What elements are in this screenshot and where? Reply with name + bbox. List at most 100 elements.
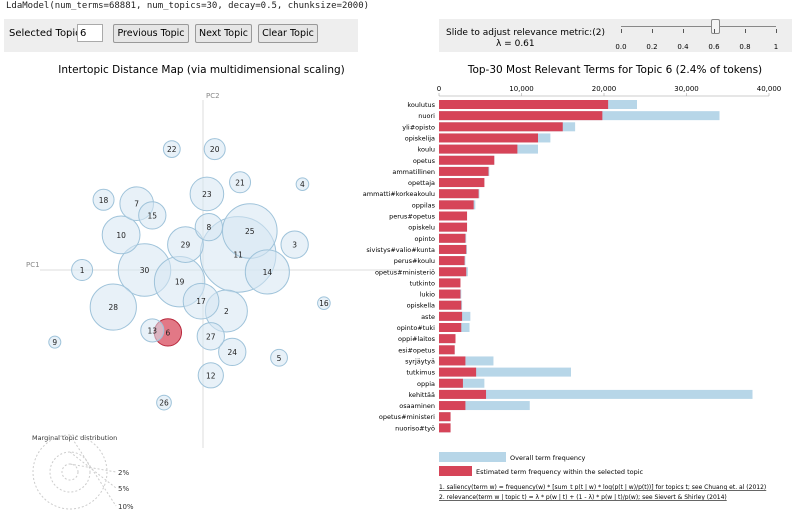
- topic-frequency-bar[interactable]: [439, 378, 463, 388]
- term-label[interactable]: koulutus: [407, 101, 435, 109]
- topic-frequency-bar[interactable]: [439, 367, 477, 377]
- relevance-slider-thumb[interactable]: [711, 19, 721, 34]
- topic-bubble-21[interactable]: [229, 171, 252, 194]
- overall-frequency-bar[interactable]: [439, 211, 468, 221]
- relevance-slider-track[interactable]: [621, 26, 776, 27]
- topic-bubble-27[interactable]: [196, 322, 225, 351]
- overall-frequency-bar[interactable]: [439, 356, 494, 366]
- topic-bubble-24[interactable]: [218, 337, 247, 367]
- overall-frequency-bar[interactable]: [439, 412, 451, 422]
- term-label[interactable]: oppi#laitos: [398, 335, 436, 343]
- overall-frequency-bar[interactable]: [439, 389, 753, 399]
- topic-bubble-13[interactable]: [140, 318, 165, 343]
- topic-frequency-bar[interactable]: [439, 334, 456, 344]
- term-label[interactable]: opettaja: [408, 179, 435, 187]
- topic-frequency-bar[interactable]: [439, 200, 474, 210]
- topic-frequency-bar[interactable]: [439, 244, 467, 254]
- topic-bubble-12[interactable]: [197, 362, 224, 389]
- clear-topic-button[interactable]: Clear Topic: [258, 24, 318, 43]
- overall-frequency-bar[interactable]: [439, 133, 551, 143]
- topic-frequency-bar[interactable]: [439, 178, 485, 188]
- overall-frequency-bar[interactable]: [439, 222, 468, 232]
- topic-frequency-bar[interactable]: [439, 423, 451, 433]
- overall-frequency-bar[interactable]: [439, 122, 576, 132]
- term-label[interactable]: lukio: [420, 291, 435, 299]
- term-label[interactable]: koulu: [417, 146, 435, 154]
- overall-frequency-bar[interactable]: [439, 100, 637, 109]
- term-label[interactable]: opinto: [414, 235, 435, 243]
- topic-frequency-bar[interactable]: [439, 389, 487, 399]
- topic-frequency-bar[interactable]: [439, 256, 465, 266]
- overall-frequency-bar[interactable]: [439, 401, 530, 411]
- topic-frequency-bar[interactable]: [439, 356, 466, 366]
- overall-frequency-bar[interactable]: [439, 244, 468, 254]
- overall-frequency-bar[interactable]: [439, 233, 467, 243]
- overall-frequency-bar[interactable]: [439, 189, 480, 199]
- term-label[interactable]: syrjäytyä: [405, 357, 435, 365]
- term-label[interactable]: esi#opetus: [398, 346, 435, 354]
- topic-bubble-8[interactable]: [194, 212, 224, 242]
- topic-frequency-bar[interactable]: [439, 323, 462, 332]
- topic-frequency-bar[interactable]: [439, 100, 609, 109]
- topic-bubble-3[interactable]: [280, 230, 309, 259]
- topic-frequency-bar[interactable]: [439, 300, 462, 310]
- overall-frequency-bar[interactable]: [439, 323, 470, 332]
- overall-frequency-bar[interactable]: [439, 200, 476, 210]
- topic-bubble-26[interactable]: [156, 394, 172, 411]
- topic-frequency-bar[interactable]: [439, 133, 538, 143]
- previous-topic-button[interactable]: Previous Topic: [113, 24, 189, 43]
- overall-frequency-bar[interactable]: [439, 300, 463, 310]
- overall-frequency-bar[interactable]: [439, 311, 471, 321]
- term-label[interactable]: tutkimus: [406, 369, 435, 377]
- topic-bubble-1[interactable]: [71, 259, 94, 281]
- topic-bubble-28[interactable]: [89, 283, 137, 331]
- overall-frequency-bar[interactable]: [439, 256, 466, 266]
- term-label[interactable]: opetus: [413, 157, 436, 165]
- overall-frequency-bar[interactable]: [439, 144, 538, 154]
- topic-frequency-bar[interactable]: [439, 155, 495, 165]
- term-label[interactable]: opiskelu: [408, 224, 435, 232]
- topic-frequency-bar[interactable]: [439, 311, 463, 321]
- topic-frequency-bar[interactable]: [439, 211, 468, 221]
- topic-frequency-bar[interactable]: [439, 122, 563, 132]
- overall-frequency-bar[interactable]: [439, 155, 495, 165]
- overall-frequency-bar[interactable]: [439, 378, 485, 388]
- topic-bubble-10[interactable]: [101, 215, 141, 255]
- topic-frequency-bar[interactable]: [439, 222, 468, 232]
- term-label[interactable]: aste: [421, 313, 435, 321]
- overall-frequency-bar[interactable]: [439, 178, 485, 188]
- overall-frequency-bar[interactable]: [439, 166, 490, 176]
- topic-bubble-14[interactable]: [244, 249, 290, 295]
- topic-bubble-18[interactable]: [92, 188, 115, 211]
- overall-frequency-bar[interactable]: [439, 345, 455, 355]
- overall-frequency-bar[interactable]: [439, 111, 720, 121]
- topic-bubble-15[interactable]: [138, 201, 167, 230]
- term-label[interactable]: osaaminen: [399, 402, 435, 410]
- topic-frequency-bar[interactable]: [439, 144, 518, 154]
- overall-frequency-bar[interactable]: [439, 278, 461, 288]
- topic-bubble-29[interactable]: [167, 226, 204, 263]
- topic-frequency-bar[interactable]: [439, 412, 451, 422]
- overall-frequency-bar[interactable]: [439, 267, 468, 277]
- topic-frequency-bar[interactable]: [439, 278, 461, 288]
- topic-bubble-20[interactable]: [203, 138, 226, 161]
- term-label[interactable]: opiskelija: [405, 134, 435, 142]
- term-label[interactable]: oppia: [417, 380, 435, 388]
- topic-frequency-bar[interactable]: [439, 189, 479, 199]
- term-label[interactable]: opiskella: [407, 302, 435, 310]
- selected-topic-input[interactable]: [77, 24, 103, 42]
- topic-bubble-5[interactable]: [270, 348, 288, 367]
- topic-bubble-22[interactable]: [162, 140, 181, 159]
- topic-frequency-bar[interactable]: [439, 345, 455, 355]
- next-topic-button[interactable]: Next Topic: [195, 24, 252, 43]
- term-label[interactable]: tutkinto: [410, 279, 435, 287]
- topic-frequency-bar[interactable]: [439, 401, 466, 411]
- term-label[interactable]: nuori: [418, 112, 435, 120]
- topic-frequency-bar[interactable]: [439, 166, 489, 176]
- topic-frequency-bar[interactable]: [439, 111, 603, 121]
- overall-frequency-bar[interactable]: [439, 334, 456, 344]
- topic-bubble-9[interactable]: [48, 335, 62, 349]
- topic-frequency-bar[interactable]: [439, 233, 466, 243]
- topic-frequency-bar[interactable]: [439, 289, 461, 299]
- topic-frequency-bar[interactable]: [439, 267, 467, 277]
